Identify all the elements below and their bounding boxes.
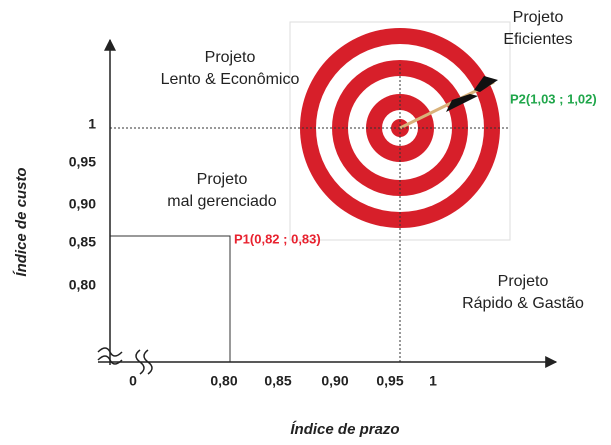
- quadrant-label: Projeto: [513, 9, 564, 26]
- x-tick-label: 0,80: [210, 373, 237, 389]
- y-tick-label: 0,95: [69, 154, 96, 170]
- quadrant-label: Eficientes: [503, 31, 572, 48]
- quadrant-label: Projeto: [197, 171, 248, 188]
- quadrant-label: Lento & Econômico: [161, 71, 300, 88]
- diagram: 1 0,95 0,90 0,85 0,80 0 0,80 0,85 0,90 0…: [0, 0, 611, 440]
- y-tick-label: 0,80: [69, 277, 96, 293]
- x-tick-label: 0,90: [321, 373, 348, 389]
- quadrant-label: Projeto: [498, 273, 549, 290]
- x-tick-label: 1: [429, 373, 437, 389]
- quadrant-label: mal gerenciado: [167, 193, 277, 210]
- p1-guide: [110, 236, 230, 362]
- y-tick-label: 1: [88, 116, 96, 132]
- quadrant-label: Projeto: [205, 49, 256, 66]
- x-tick-label: 0,95: [376, 373, 403, 389]
- point-label: P2(1,03 ; 1,02): [510, 91, 597, 106]
- y-tick-label: 0,90: [69, 196, 96, 212]
- point-label: P1(0,82 ; 0,83): [234, 231, 321, 246]
- y-axis-title: Índice de custo: [13, 167, 30, 276]
- x-tick-label: 0: [129, 373, 137, 389]
- quadrant-label: Rápido & Gastão: [462, 295, 584, 312]
- y-tick-label: 0,85: [69, 234, 96, 250]
- x-tick-label: 0,85: [264, 373, 291, 389]
- x-axis-title: Índice de prazo: [290, 421, 399, 438]
